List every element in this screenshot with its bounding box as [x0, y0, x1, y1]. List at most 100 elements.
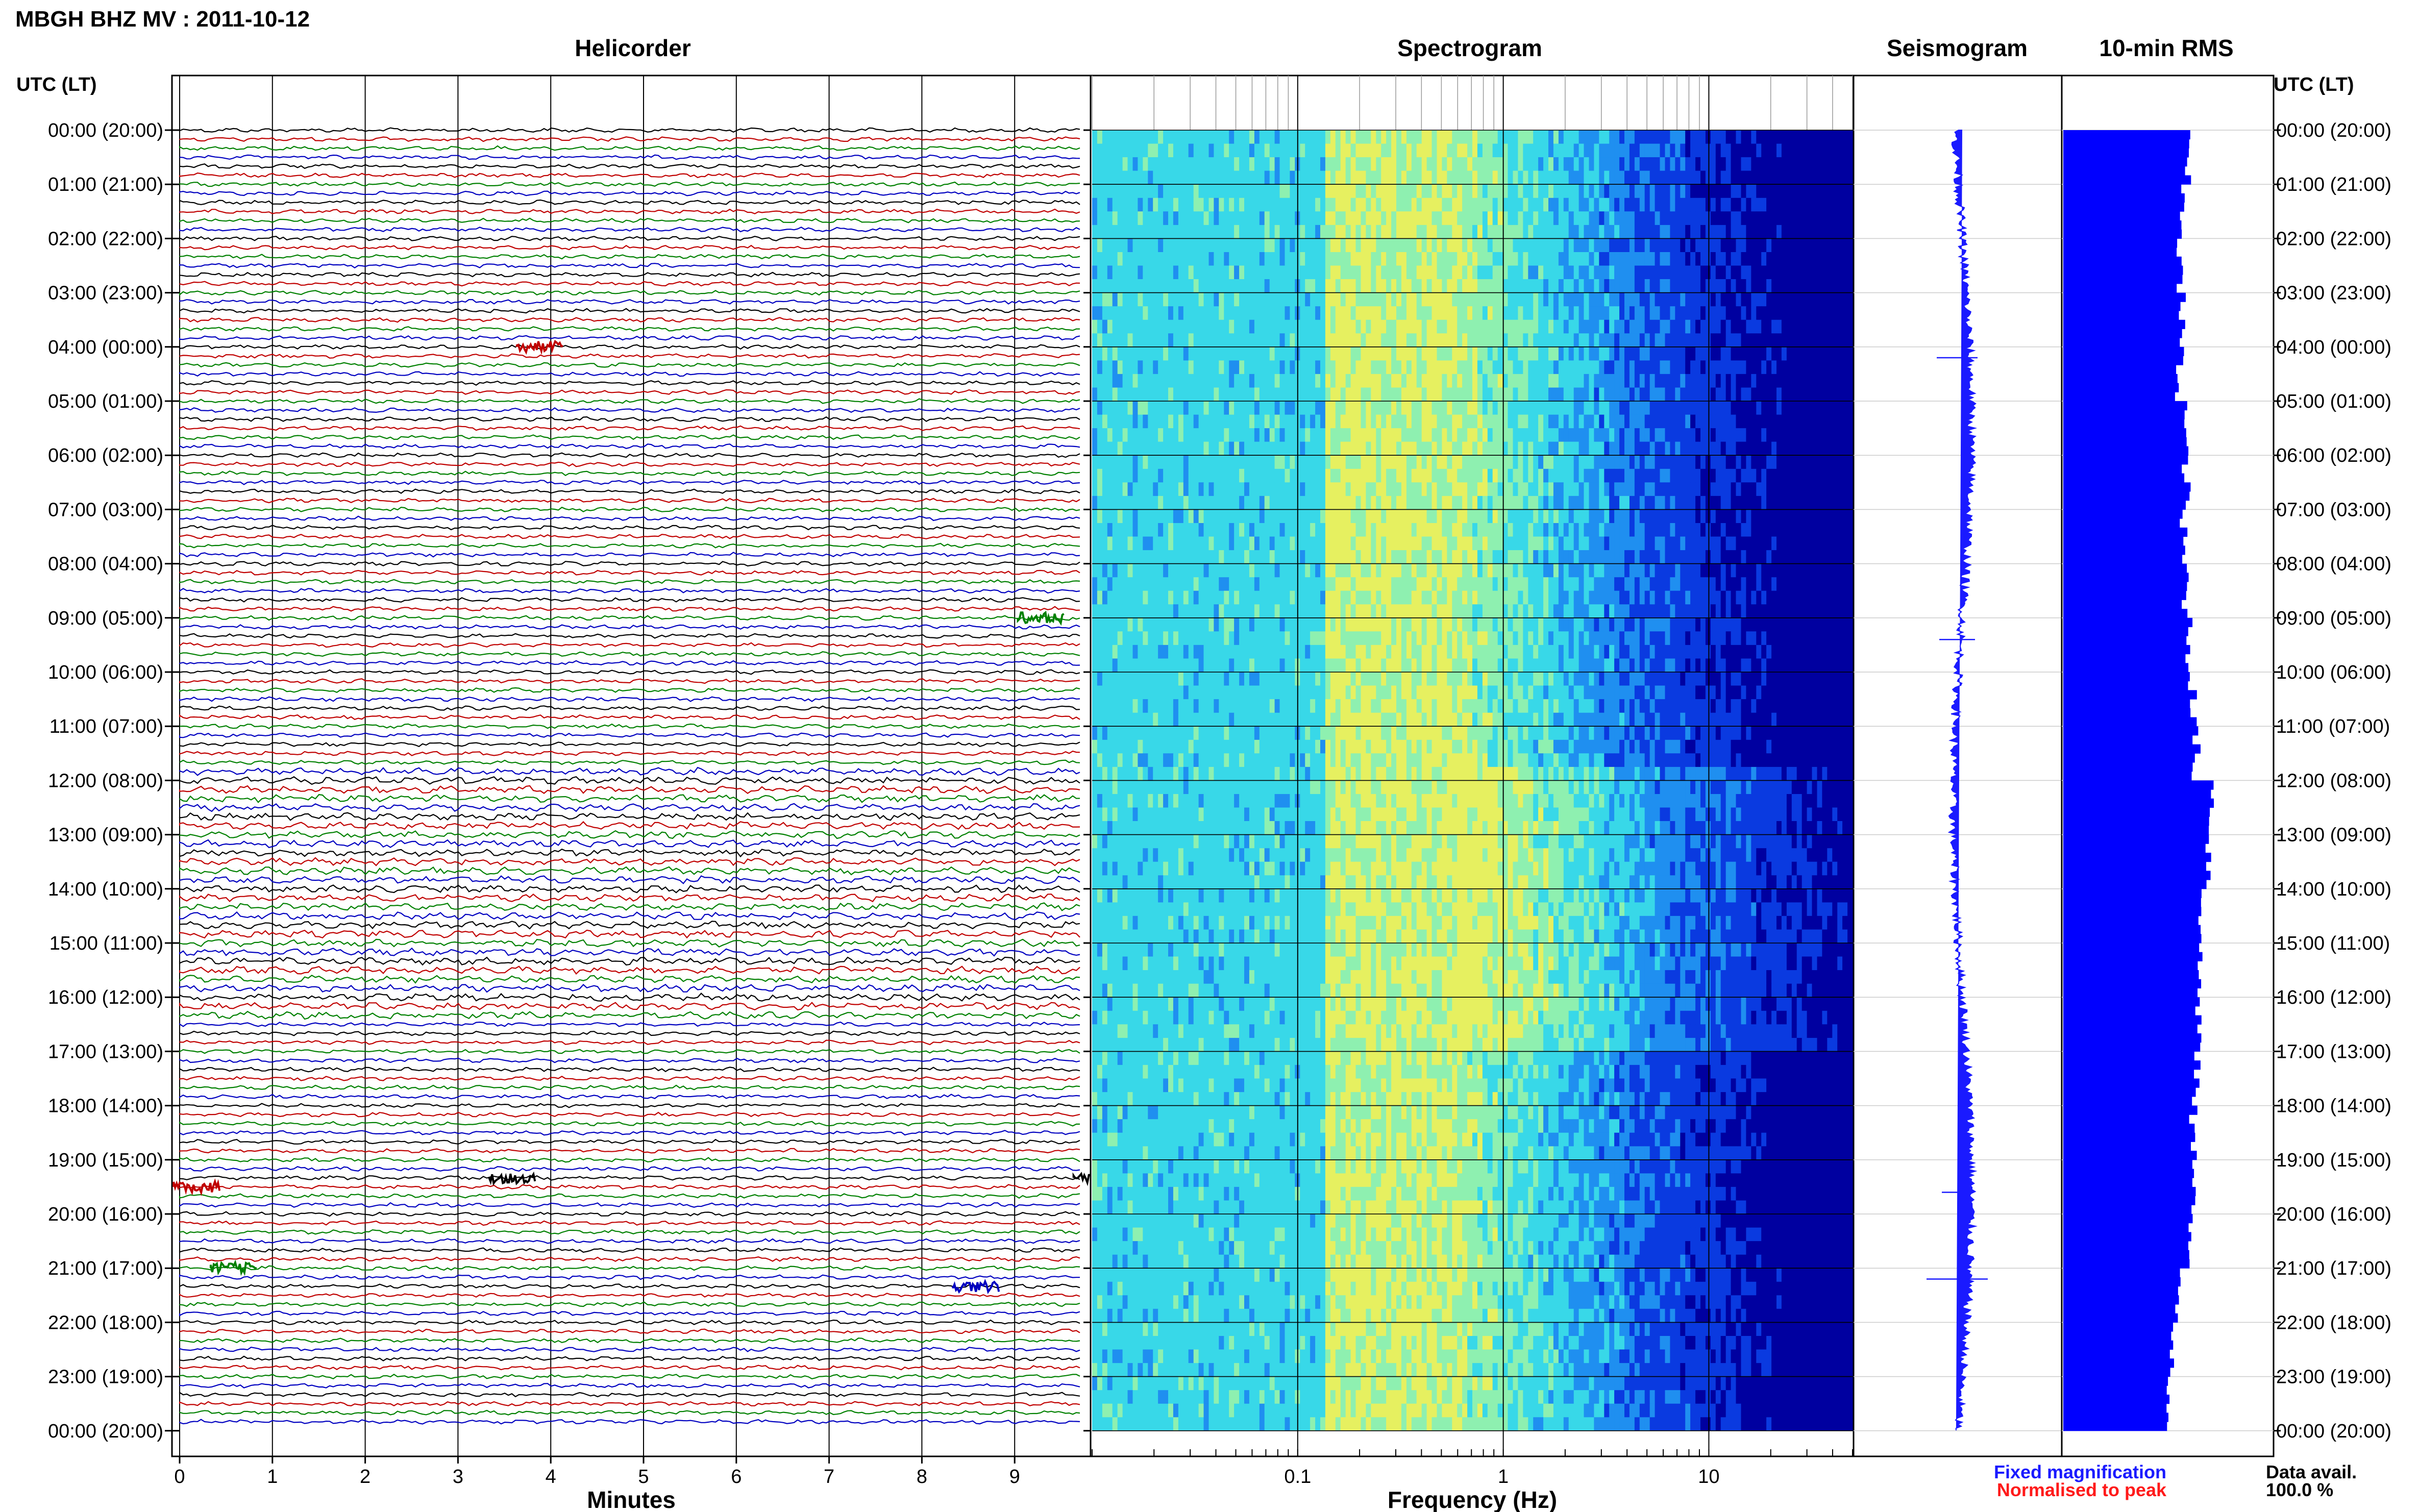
spectrogram-cell [1320, 211, 1326, 226]
spectrogram-cell [1457, 225, 1463, 239]
spectrogram-cell [1396, 428, 1402, 442]
spectrogram-cell [1366, 292, 1371, 307]
spectrogram-cell [1771, 170, 1777, 185]
helicorder-trace [179, 1293, 1080, 1298]
spectrogram-cell [1214, 225, 1219, 239]
spectrogram-cell [1776, 170, 1782, 185]
spectrogram-cell [1513, 441, 1518, 456]
spectrogram-cell [1193, 143, 1199, 158]
spectrogram-cell [1660, 333, 1665, 348]
spectrogram-cell [1361, 319, 1366, 334]
spectrogram-cell [1827, 225, 1833, 239]
spectrogram-cell [1563, 157, 1569, 171]
spectrogram-cell [1148, 170, 1153, 185]
spectrogram-cell [1832, 238, 1838, 253]
spectrogram-cell [1751, 482, 1757, 497]
helicorder-trace [179, 588, 1080, 594]
spectrogram-cell [1401, 360, 1407, 375]
spectrogram-cell [1558, 225, 1564, 239]
spectrogram-cell [1178, 238, 1184, 253]
spectrogram-cell [1655, 225, 1661, 239]
spectrogram-cell [1822, 184, 1828, 199]
spectrogram-cell [1350, 197, 1356, 212]
spectrogram-cell [1827, 333, 1833, 348]
spectrogram-cell [1163, 536, 1169, 551]
spectrogram-cell [1756, 482, 1762, 497]
spectrogram-cell [1396, 401, 1402, 415]
spectrogram-cell [1700, 455, 1706, 469]
spectrogram-cell [1548, 346, 1554, 361]
spectrogram-cell [1523, 523, 1528, 537]
spectrogram-cell [1132, 360, 1138, 375]
spectrogram-cell [1482, 279, 1488, 293]
spectrogram-cell [1214, 238, 1219, 253]
spectrogram-cell [1761, 292, 1767, 307]
spectrogram-cell [1132, 428, 1138, 442]
spectrogram-cell [1310, 482, 1316, 497]
spectrogram-cell [1751, 387, 1757, 402]
spectrogram-cell [1695, 211, 1701, 226]
spectrogram-cell [1467, 495, 1473, 510]
spectrogram-cell [1345, 495, 1351, 510]
spectrogram-cell [1487, 252, 1493, 266]
station-title: MBGH BHZ MV : 2011-10-12 [15, 7, 310, 32]
spectrogram-cell [1837, 143, 1843, 158]
spectrogram-cell [1705, 184, 1711, 199]
spectrogram-cell [1153, 414, 1158, 429]
spectrogram-cell [1705, 319, 1711, 334]
spectrogram-cell [1452, 238, 1458, 253]
spectrogram-cell [1335, 482, 1341, 497]
spectrogram-cell [1158, 536, 1164, 551]
spectrogram-cell [1705, 509, 1711, 524]
spectrogram-cell [1609, 387, 1615, 402]
spectrogram-cell [1604, 346, 1610, 361]
spectrogram-cell [1624, 157, 1630, 171]
spectrogram-cell [1198, 387, 1204, 402]
spectrogram-cell [1345, 374, 1351, 388]
spectrogram-cell [1117, 170, 1123, 185]
spectrogram-cell [1355, 455, 1361, 469]
spectrogram-cell [1452, 184, 1458, 199]
spectrogram-cell [1117, 265, 1123, 280]
spectrogram-cell [1675, 441, 1681, 456]
spectrogram-cell [1508, 346, 1513, 361]
spectrogram-cell [1589, 252, 1594, 266]
spectrogram-cell [1513, 265, 1518, 280]
spectrogram-cell [1452, 346, 1458, 361]
spectrogram-cell [1847, 455, 1853, 469]
spectrogram-cell [1122, 197, 1128, 212]
spectrogram-cell [1639, 374, 1645, 388]
spectrogram-cell [1442, 265, 1447, 280]
spectrogram-cell [1264, 468, 1270, 483]
spectrogram-cell [1528, 428, 1534, 442]
spectrogram-cell [1725, 197, 1732, 212]
spectrogram-cell [1143, 252, 1148, 266]
spectrogram-cell [1715, 184, 1721, 199]
spectrogram-cell [1842, 509, 1848, 524]
spectrogram-cell [1391, 387, 1397, 402]
spectrogram-cell [1188, 292, 1194, 307]
spectrogram-cell [1675, 306, 1681, 320]
spectrogram-cell [1203, 536, 1209, 551]
spectrogram-cell [1518, 197, 1523, 212]
spectrogram-cell [1624, 401, 1630, 415]
spectrogram-cell [1411, 346, 1417, 361]
spectrogram-cell [1102, 550, 1108, 564]
spectrogram-cell [1234, 523, 1240, 537]
spectrogram-cell [1431, 401, 1437, 415]
spectrogram-cell [1391, 401, 1397, 415]
spectrogram-cell [1310, 346, 1316, 361]
spectrogram-cell [1426, 143, 1433, 158]
spectrogram-cell [1796, 346, 1803, 361]
spectrogram-cell [1447, 468, 1452, 483]
spectrogram-cell [1523, 495, 1528, 510]
spectrogram-cell [1533, 346, 1539, 361]
spectrogram-cell [1609, 360, 1615, 375]
spectrogram-cell [1325, 143, 1331, 158]
spectrogram-cell [1523, 279, 1528, 293]
spectrogram-cell [1264, 374, 1270, 388]
spectrogram-cell [1340, 265, 1346, 280]
spectrogram-cell [1305, 360, 1311, 375]
spectrogram-cell [1680, 374, 1686, 388]
spectrogram-cell [1376, 468, 1381, 483]
